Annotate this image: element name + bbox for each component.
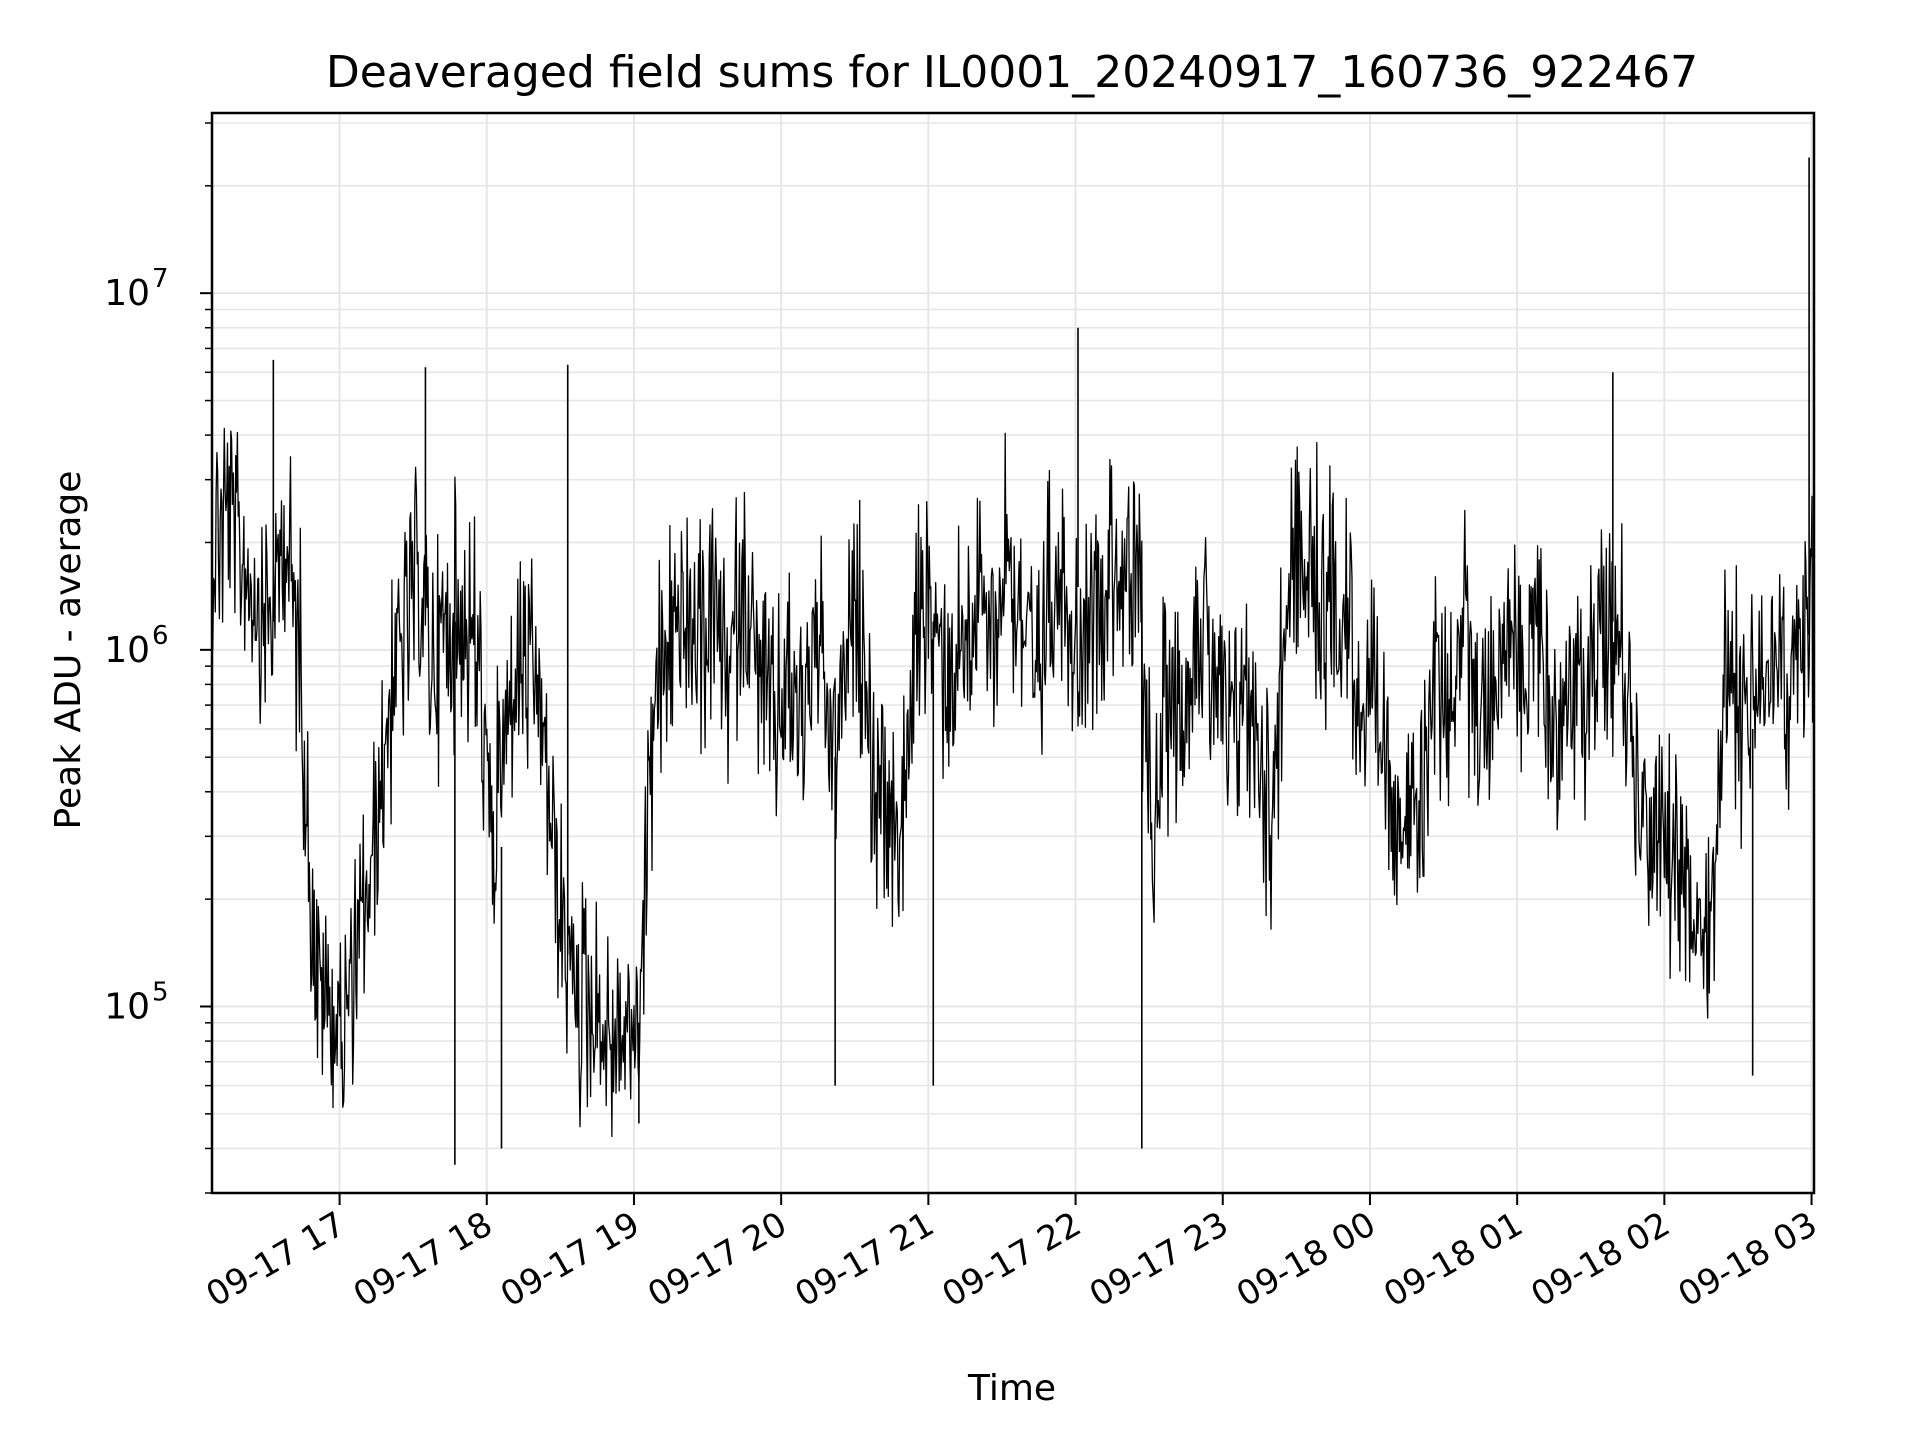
y-tick-label: 10 xyxy=(104,273,150,314)
data-series xyxy=(211,157,1815,1165)
y-axis-label: Peak ADU - average xyxy=(48,471,89,830)
series-line xyxy=(211,427,1815,1138)
y-tick-exponent: 6 xyxy=(152,621,169,651)
y-tick-label: 10 xyxy=(104,987,150,1028)
y-tick-exponent: 5 xyxy=(152,978,169,1008)
y-tick-exponent: 7 xyxy=(152,264,169,294)
plot-frame xyxy=(210,111,1816,1195)
x-axis-label: Time xyxy=(967,1368,1056,1409)
y-tick-label: 10 xyxy=(104,630,150,671)
chart-title: Deaveraged field sums for IL0001_2024091… xyxy=(326,47,1698,98)
grid xyxy=(212,113,1814,1194)
